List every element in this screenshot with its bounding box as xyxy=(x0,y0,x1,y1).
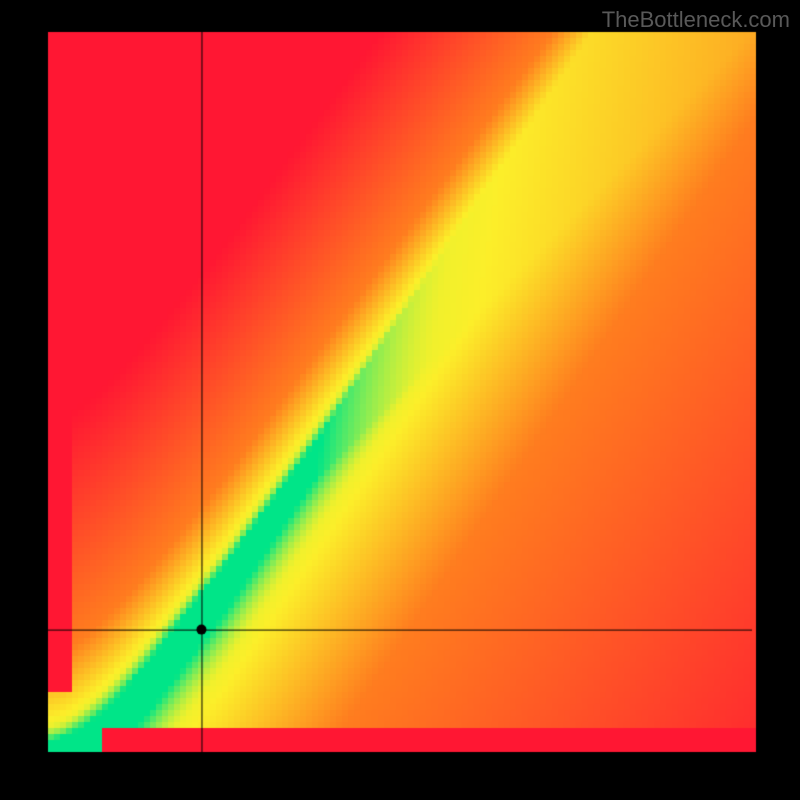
watermark-text: TheBottleneck.com xyxy=(602,7,790,33)
chart-container: { "watermark": { "text": "TheBottleneck.… xyxy=(0,0,800,800)
bottleneck-heatmap xyxy=(0,0,800,800)
